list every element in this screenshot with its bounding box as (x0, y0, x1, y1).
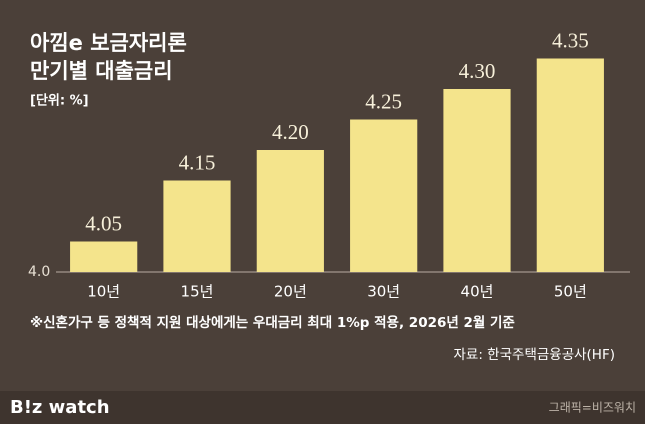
source: 자료: 한국주택금융공사(HF) (454, 347, 616, 363)
chart-title: 아낌e 보금자리론 (30, 31, 187, 55)
x-tick-label: 20년 (274, 283, 307, 301)
chart-title: 만기별 대출금리 (30, 59, 173, 83)
bar (70, 241, 138, 272)
x-tick-label: 30년 (367, 283, 400, 301)
x-tick-label: 40년 (461, 283, 494, 301)
value-label: 4.30 (459, 59, 496, 83)
bar (350, 119, 418, 272)
credit: 그래픽=비즈워치 (549, 401, 636, 415)
bar (443, 89, 511, 272)
value-label: 4.15 (179, 150, 216, 174)
footer-band (0, 391, 645, 424)
bar (256, 150, 324, 272)
value-label: 4.25 (365, 89, 402, 113)
logo: B!z watch (10, 397, 110, 418)
x-tick-label: 50년 (554, 283, 587, 301)
value-label: 4.05 (85, 211, 122, 235)
bar (163, 180, 231, 272)
bar (536, 58, 604, 272)
y-tick-label: 4.0 (28, 264, 50, 280)
value-label: 4.35 (552, 28, 589, 52)
x-tick-label: 15년 (181, 283, 214, 301)
unit-label: [단위: %] (30, 93, 89, 109)
value-label: 4.20 (272, 120, 309, 144)
footnote: ※신혼가구 등 정책적 지원 대상에게는 우대금리 최대 1%p 적용, 202… (30, 314, 515, 331)
x-tick-label: 10년 (87, 283, 120, 301)
